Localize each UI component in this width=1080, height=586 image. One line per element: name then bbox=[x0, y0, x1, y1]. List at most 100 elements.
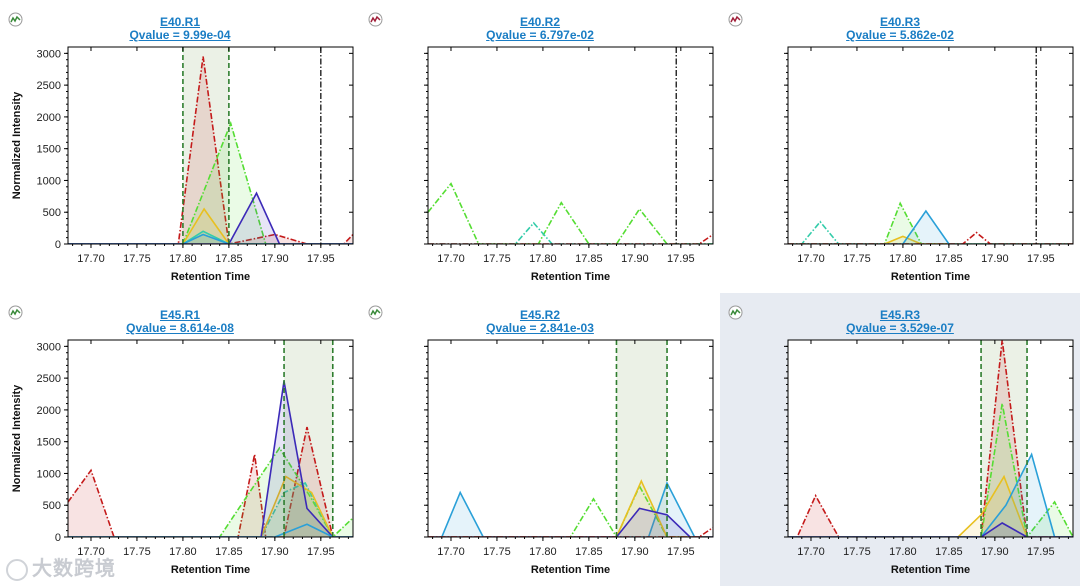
chromatogram-chart[interactable]: 17.70 17.75 17.80 17.85 17.90 17.95 Retention … bbox=[360, 0, 720, 293]
x-tick-label: 17.70 bbox=[77, 546, 105, 558]
series-fill-yellow bbox=[428, 481, 713, 537]
integration-region bbox=[616, 340, 668, 537]
watermark-text: 大数跨境 bbox=[32, 558, 116, 580]
series-fill-navy bbox=[68, 381, 353, 537]
series-line-green bbox=[68, 120, 353, 244]
plot-area bbox=[788, 47, 1073, 244]
x-tick-label: 17.80 bbox=[169, 546, 197, 558]
series-line-green bbox=[788, 201, 1073, 244]
panel-qvalue[interactable]: Qvalue = 6.797e-02 bbox=[486, 28, 594, 42]
x-axis-label: Retention Time bbox=[531, 564, 610, 576]
x-tick-label: 17.70 bbox=[797, 253, 825, 265]
y-tick-label: 500 bbox=[43, 500, 61, 512]
panel-qvalue[interactable]: Qvalue = 9.99e-04 bbox=[129, 28, 231, 42]
series-line-yellow bbox=[788, 235, 1073, 244]
watermark-logo-icon bbox=[6, 558, 28, 581]
panel-title[interactable]: E45.R2 bbox=[519, 308, 561, 322]
chromatogram-chart[interactable]: 17.70 17.75 17.80 17.85 17.90 17.95 Retention … bbox=[360, 293, 720, 586]
series-fill-navy bbox=[788, 523, 1073, 537]
x-tick-label: 17.80 bbox=[169, 253, 197, 265]
peak-status-good-icon[interactable] bbox=[368, 305, 383, 320]
y-tick-label: 3000 bbox=[37, 48, 61, 60]
peak-status-bad-icon[interactable] bbox=[368, 12, 383, 27]
series-line-red bbox=[68, 426, 353, 537]
y-tick-label: 1500 bbox=[37, 437, 61, 449]
panel-title[interactable]: E40.R3 bbox=[879, 15, 921, 29]
panel-title[interactable]: E40.R1 bbox=[159, 15, 201, 29]
chart-panel-e45-r3[interactable]: E45.R3 Qvalue = 3.529e-07 17.70 17.75 17.8… bbox=[720, 293, 1080, 586]
y-tick-label: 0 bbox=[55, 239, 61, 251]
series-fill-green bbox=[68, 448, 353, 537]
x-tick-label: 17.90 bbox=[261, 546, 289, 558]
chromatogram-chart[interactable]: 17.70 17.75 17.80 17.85 17.90 17.95 0 500 1000 15… bbox=[0, 293, 360, 586]
panel-title[interactable]: E45.R3 bbox=[879, 308, 921, 322]
x-tick-label: 17.75 bbox=[123, 546, 151, 558]
x-tick-label: 17.75 bbox=[123, 253, 151, 265]
x-axis-label: Retention Time bbox=[891, 271, 970, 283]
panel-qvalue[interactable]: Qvalue = 8.614e-08 bbox=[126, 321, 234, 335]
series-line-green bbox=[788, 403, 1073, 537]
x-tick-label: 17.85 bbox=[575, 253, 603, 265]
peak-status-good-icon[interactable] bbox=[8, 305, 23, 320]
x-tick-label: 17.95 bbox=[667, 546, 695, 558]
series-line-red bbox=[788, 231, 1073, 244]
panel-qvalue[interactable]: Qvalue = 5.862e-02 bbox=[846, 28, 954, 42]
chart-panel-e45-r1[interactable]: E45.R1 Qvalue = 8.614e-08 17.70 17.75 17.8… bbox=[0, 293, 360, 586]
y-tick-label: 1500 bbox=[37, 144, 61, 156]
chromatogram-chart[interactable]: 17.70 17.75 17.80 17.85 17.90 17.95 0 500 1000 15… bbox=[0, 0, 360, 293]
series-group bbox=[68, 56, 353, 244]
panel-title[interactable]: E40.R2 bbox=[519, 15, 561, 29]
series-line-yellow bbox=[68, 207, 353, 244]
series-fill-green bbox=[788, 403, 1073, 537]
integration-region bbox=[981, 340, 1028, 537]
series-line-blue bbox=[428, 480, 713, 537]
peak-status-good-icon[interactable] bbox=[728, 305, 743, 320]
series-line-green bbox=[68, 446, 353, 537]
y-axis-label: Normalized Intensity bbox=[11, 384, 23, 492]
peak-status-good-icon[interactable] bbox=[8, 12, 23, 27]
peak-status-bad-icon[interactable] bbox=[728, 12, 743, 27]
x-tick-label: 17.90 bbox=[981, 546, 1009, 558]
y-axis-label: Normalized Intensity bbox=[11, 91, 23, 199]
series-fill-yellow bbox=[68, 476, 353, 537]
chart-panel-e40-r3[interactable]: E40.R3 Qvalue = 5.862e-02 17.70 17.75 17.8… bbox=[720, 0, 1080, 293]
series-fill-yellow bbox=[68, 209, 353, 244]
series-line-navy bbox=[68, 191, 353, 244]
x-tick-label: 17.85 bbox=[215, 253, 243, 265]
series-fill-blue bbox=[68, 234, 353, 244]
y-tick-label: 2000 bbox=[37, 112, 61, 124]
x-axis-label: Retention Time bbox=[171, 564, 250, 576]
x-tick-label: 17.80 bbox=[529, 546, 557, 558]
x-tick-label: 17.70 bbox=[797, 546, 825, 558]
chart-panel-e45-r2[interactable]: E45.R2 Qvalue = 2.841e-03 17.70 17.75 17.8… bbox=[360, 293, 720, 586]
series-line-yellow bbox=[68, 475, 353, 537]
series-line-yellow bbox=[428, 479, 713, 537]
series-fill-green bbox=[68, 123, 353, 244]
series-fill-navy bbox=[428, 508, 713, 537]
panel-title[interactable]: E45.R1 bbox=[159, 308, 201, 322]
chart-panel-e40-r2[interactable]: E40.R2 Qvalue = 6.797e-02 17.70 17.75 17.8… bbox=[360, 0, 720, 293]
series-line-navy bbox=[788, 522, 1073, 537]
series-line-teal bbox=[68, 481, 353, 537]
series-line-navy bbox=[428, 507, 713, 537]
x-axis-label: Retention Time bbox=[171, 271, 250, 283]
x-tick-label: 17.85 bbox=[935, 546, 963, 558]
series-line-navy bbox=[68, 381, 353, 537]
chromatogram-chart[interactable]: 17.70 17.75 17.80 17.85 17.90 17.95 Retention … bbox=[720, 0, 1080, 293]
series-line-blue bbox=[68, 523, 353, 537]
x-tick-label: 17.95 bbox=[1027, 253, 1055, 265]
panel-qvalue[interactable]: Qvalue = 2.841e-03 bbox=[486, 321, 594, 335]
x-tick-label: 17.85 bbox=[215, 546, 243, 558]
series-group bbox=[428, 182, 713, 244]
series-line-teal bbox=[428, 221, 713, 244]
panel-qvalue[interactable]: Qvalue = 3.529e-07 bbox=[846, 321, 954, 335]
y-tick-label: 2500 bbox=[37, 80, 61, 92]
x-tick-label: 17.80 bbox=[889, 253, 917, 265]
y-tick-label: 2000 bbox=[37, 405, 61, 417]
chart-panel-e40-r1[interactable]: E40.R1 Qvalue = 9.99e-04 17.70 17.75 17.80… bbox=[0, 0, 360, 293]
series-group bbox=[788, 201, 1073, 244]
x-tick-label: 17.95 bbox=[307, 546, 335, 558]
chromatogram-chart[interactable]: 17.70 17.75 17.80 17.85 17.90 17.95 Retention … bbox=[720, 293, 1080, 586]
x-tick-label: 17.95 bbox=[307, 253, 335, 265]
x-tick-label: 17.75 bbox=[843, 546, 871, 558]
